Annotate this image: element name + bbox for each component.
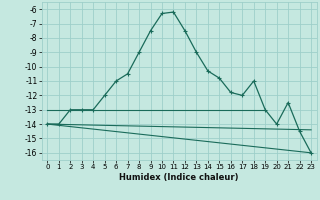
X-axis label: Humidex (Indice chaleur): Humidex (Indice chaleur) <box>119 173 239 182</box>
